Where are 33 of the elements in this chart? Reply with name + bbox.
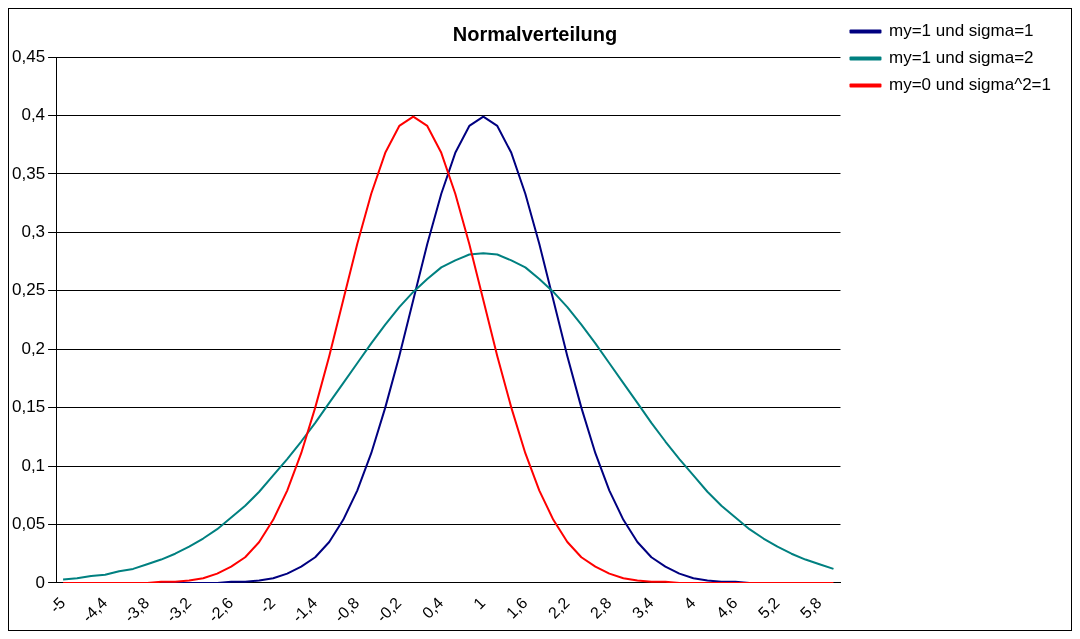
y-tick-label: 0,3: [21, 222, 46, 241]
y-tick-label: 0,35: [11, 163, 46, 183]
x-tick-label: 2,8: [586, 593, 615, 622]
legend-label: my=1 und sigma=2: [888, 48, 1034, 68]
x-tick-label: -1,4: [288, 593, 321, 626]
y-tick-label: 0,45: [11, 46, 46, 66]
x-tick-label: 3,4: [628, 593, 657, 622]
legend-label: my=0 und sigma^2=1: [888, 75, 1051, 95]
y-tick-label: 0,4: [21, 105, 46, 125]
x-tick-label: -2,6: [204, 593, 237, 626]
x-tick-label: 4,6: [712, 593, 741, 622]
x-tick-label: 5,2: [754, 593, 783, 622]
x-tick-label: -0,8: [330, 593, 363, 626]
x-tick-label: 1: [470, 593, 489, 613]
x-tick-label: 5,8: [796, 593, 825, 622]
x-tick-label: 0,4: [418, 593, 447, 622]
x-tick-label: 1,6: [502, 593, 531, 622]
x-tick-label: 2,2: [544, 593, 573, 622]
x-tick-label: 4: [680, 593, 699, 613]
y-tick-label: 0,15: [11, 397, 46, 417]
y-tick-label: 0,2: [21, 338, 46, 358]
x-tick-label: -2: [256, 593, 279, 617]
x-tick-label: -4,4: [78, 593, 111, 626]
y-tick-label: 0,1: [21, 455, 46, 475]
x-tick-label: -3,8: [120, 593, 153, 626]
y-tick-label: 0,25: [11, 280, 46, 300]
chart-title: Normalverteilung: [452, 22, 618, 45]
x-tick-label: -5: [46, 593, 69, 617]
y-tick-label: 0,05: [11, 514, 46, 534]
legend-label: my=1 und sigma=1: [888, 21, 1034, 41]
x-tick-label: -0,2: [372, 593, 405, 626]
y-tick-label: 0: [35, 572, 46, 592]
x-tick-label: -3,2: [162, 593, 195, 626]
